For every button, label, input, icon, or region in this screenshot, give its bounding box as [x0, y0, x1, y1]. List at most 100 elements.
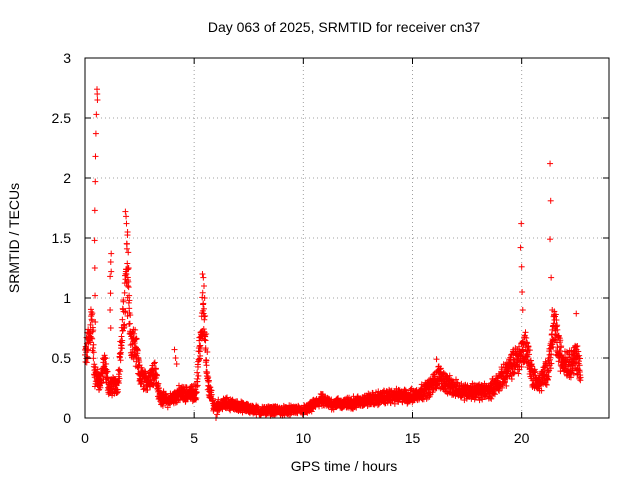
data-point — [200, 305, 207, 312]
data-point-spike — [123, 213, 130, 220]
data-point — [552, 311, 559, 318]
data-point — [437, 366, 444, 373]
data-point-spike — [107, 259, 114, 265]
data-point — [524, 340, 531, 347]
data-point — [90, 355, 97, 362]
data-point — [124, 260, 131, 267]
data-point — [576, 362, 583, 369]
data-point-spike — [92, 178, 99, 185]
data-point — [479, 396, 486, 403]
data-point — [202, 345, 209, 352]
data-point-spike — [92, 130, 99, 137]
data-point — [151, 359, 158, 366]
data-point — [548, 360, 555, 367]
data-point-spike — [125, 265, 132, 271]
x-tick-label: 15 — [405, 430, 421, 446]
data-point — [104, 375, 111, 382]
data-point — [126, 320, 133, 327]
data-point — [575, 348, 582, 355]
axis-ticks — [84, 57, 609, 419]
data-point — [554, 326, 561, 333]
data-point-spike — [519, 307, 526, 313]
data-point — [192, 395, 199, 402]
data-point — [90, 341, 97, 348]
data-point-spike — [124, 283, 131, 289]
data-point — [522, 329, 529, 336]
data-point — [116, 350, 123, 357]
data-point-spike — [574, 343, 581, 349]
data-point — [553, 323, 560, 330]
data-point-spike — [108, 268, 115, 275]
data-point-spike — [547, 160, 554, 167]
data-point — [117, 368, 124, 375]
data-point — [526, 351, 533, 358]
y-axis-label: SRMTID / TECUs — [6, 183, 22, 293]
data-point-spike — [519, 289, 526, 295]
data-point — [201, 316, 208, 323]
y-tick-label: 1 — [63, 290, 71, 306]
data-point — [200, 326, 207, 333]
data-point — [538, 387, 545, 394]
data-point — [557, 337, 564, 344]
y-tick-labels: 0 0.5 1 1.5 2 2.5 3 — [52, 50, 72, 426]
data-point-spike — [200, 283, 207, 289]
data-points — [82, 86, 584, 421]
data-point — [575, 358, 582, 365]
data-point — [123, 271, 130, 278]
data-point-spike — [93, 111, 100, 118]
data-point — [133, 335, 140, 342]
data-point — [127, 312, 134, 319]
data-point — [542, 381, 549, 388]
data-point — [131, 340, 138, 347]
data-point-spike — [517, 244, 524, 251]
data-point — [120, 298, 127, 305]
data-point — [553, 317, 560, 324]
data-point-spike — [91, 265, 98, 271]
data-point — [198, 335, 205, 342]
data-point — [89, 335, 96, 342]
data-point — [135, 355, 142, 362]
data-point-spike — [171, 346, 178, 353]
data-point-spike — [123, 220, 130, 227]
data-point — [206, 377, 213, 384]
y-tick-label: 1.5 — [52, 230, 72, 246]
data-point — [203, 362, 210, 369]
data-point — [543, 381, 550, 388]
data-point — [90, 349, 97, 356]
data-point — [570, 370, 577, 377]
data-point — [118, 342, 125, 349]
data-point — [526, 347, 533, 354]
data-point — [154, 382, 161, 389]
data-point — [90, 327, 97, 334]
data-point — [548, 351, 555, 358]
data-point-spike — [125, 249, 132, 256]
data-point — [202, 337, 209, 344]
x-tick-label: 0 — [81, 430, 89, 446]
data-point — [91, 361, 98, 368]
data-point-spike — [124, 313, 131, 319]
data-point — [567, 374, 574, 381]
data-point — [521, 332, 528, 339]
data-point-spike — [122, 208, 129, 215]
data-point — [516, 343, 523, 350]
data-point — [121, 289, 128, 296]
data-point-spike — [203, 331, 210, 337]
data-point-spike — [173, 361, 180, 367]
data-point — [89, 310, 96, 317]
x-tick-label: 20 — [514, 430, 530, 446]
data-point — [137, 379, 144, 386]
data-point — [199, 289, 206, 296]
chart-title: Day 063 of 2025, SRMTID for receiver cn3… — [208, 19, 481, 35]
x-axis-label: GPS time / hours — [291, 458, 398, 474]
data-point — [133, 335, 140, 342]
data-point — [532, 368, 539, 375]
data-point — [224, 394, 231, 401]
data-point — [547, 354, 554, 361]
data-point — [440, 369, 447, 376]
data-point — [150, 360, 157, 367]
data-point — [147, 377, 154, 384]
data-point-spike — [92, 319, 99, 325]
data-point — [488, 395, 495, 402]
data-point — [577, 374, 584, 381]
